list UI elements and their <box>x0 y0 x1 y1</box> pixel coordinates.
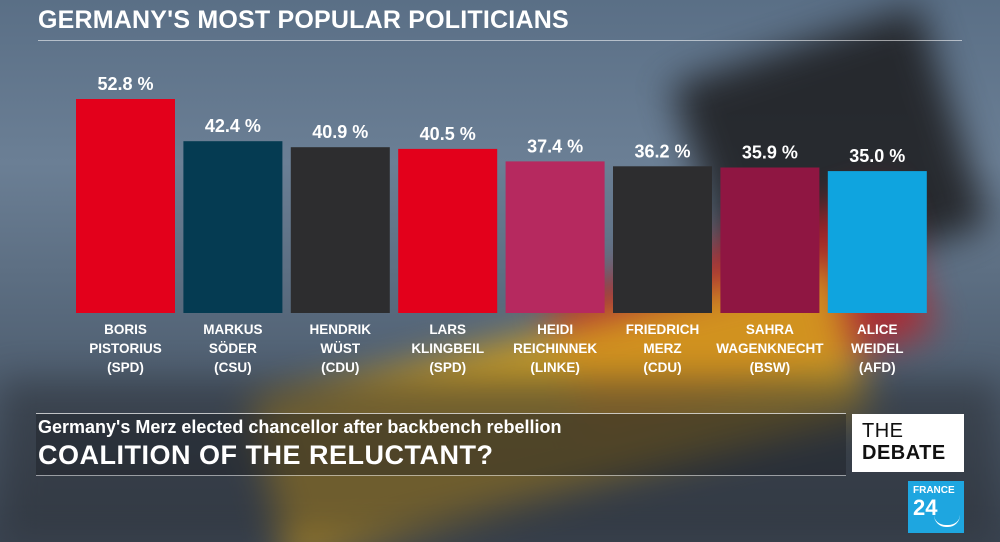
bar-2 <box>183 141 283 313</box>
bar-7 <box>720 167 820 313</box>
category-label-2-line-3: (CSU) <box>214 360 252 375</box>
category-label-6-line-2: MERZ <box>643 341 681 356</box>
category-label-6-line-1: FRIEDRICH <box>626 322 700 337</box>
category-label-6: FRIEDRICH MERZ (CDU) <box>626 322 700 375</box>
category-label-5: HEIDI REICHINNEK (LINKE) <box>513 322 597 375</box>
bar-6 <box>613 166 712 313</box>
category-label-1: BORIS PISTORIUS (SPD) <box>89 322 162 375</box>
value-label-7: 35.9 % <box>742 143 798 163</box>
category-label-1-line-3: (SPD) <box>107 360 144 375</box>
lower-third-bottom-rule <box>36 475 846 476</box>
category-label-2: MARKUS SÖDER (CSU) <box>203 322 262 375</box>
bar-chart: 52.8 % BORIS PISTORIUS (SPD) 42.4 % MARKUS SÖD… <box>76 74 927 375</box>
lower-third-band <box>36 413 846 475</box>
category-label-4: LARS KLINGBEIL (SPD) <box>411 322 484 375</box>
value-label-3: 40.9 % <box>312 122 368 142</box>
bar-1 <box>76 99 175 313</box>
category-label-8-line-1: ALICE <box>857 322 898 337</box>
category-label-5-line-2: REICHINNEK <box>513 341 597 356</box>
lower-third-top-rule <box>36 413 846 414</box>
debate-logo-line1: THE <box>862 420 904 442</box>
category-label-4-line-3: (SPD) <box>429 360 466 375</box>
the-debate-logo: THE DEBATE <box>852 414 964 472</box>
category-label-8: ALICE WEIDEL (AFD) <box>851 322 904 375</box>
bar-5 <box>505 161 605 313</box>
category-label-1-line-2: PISTORIUS <box>89 341 162 356</box>
category-label-7: SAHRA WAGENKNECHT (BSW) <box>716 322 824 375</box>
category-label-2-line-2: SÖDER <box>209 341 257 356</box>
category-label-5-line-3: (LINKE) <box>530 360 580 375</box>
category-label-2-line-1: MARKUS <box>203 322 262 337</box>
category-label-3: HENDRIK WÜST (CDU) <box>310 322 372 375</box>
bar-4 <box>398 148 498 313</box>
category-label-1-line-1: BORIS <box>104 322 147 337</box>
bar-8 <box>827 171 927 313</box>
category-label-5-line-1: HEIDI <box>537 322 573 337</box>
value-label-4: 40.5 % <box>420 124 476 144</box>
lower-third-headline: COALITION OF THE RELUCTANT? <box>38 440 494 470</box>
category-label-7-line-3: (BSW) <box>750 360 791 375</box>
category-label-8-line-2: WEIDEL <box>851 341 904 356</box>
category-label-7-line-1: SAHRA <box>746 322 794 337</box>
title-divider <box>38 40 962 41</box>
value-label-1: 52.8 % <box>97 74 153 94</box>
value-label-2: 42.4 % <box>205 116 261 136</box>
france24-logo-line2: 24 <box>913 495 938 520</box>
category-label-4-line-1: LARS <box>429 322 466 337</box>
value-label-8: 35.0 % <box>849 146 905 166</box>
category-label-4-line-2: KLINGBEIL <box>411 341 484 356</box>
france24-wave-icon <box>934 515 960 527</box>
debate-logo-line2: DEBATE <box>862 442 946 464</box>
background-shade <box>0 380 1000 542</box>
lower-third-subhead: Germany's Merz elected chancellor after … <box>38 417 562 437</box>
category-label-6-line-3: (CDU) <box>643 360 681 375</box>
category-label-7-line-2: WAGENKNECHT <box>716 341 824 356</box>
france24-logo: FRANCE 24 <box>908 481 964 533</box>
category-label-8-line-3: (AFD) <box>859 360 896 375</box>
category-label-3-line-2: WÜST <box>320 341 360 356</box>
france24-logo-line1: FRANCE <box>913 485 955 496</box>
bar-3 <box>290 147 390 313</box>
category-label-3-line-3: (CDU) <box>321 360 359 375</box>
chart-title: GERMANY'S MOST POPULAR POLITICIANS <box>38 6 569 34</box>
value-label-6: 36.2 % <box>634 141 690 161</box>
category-label-3-line-1: HENDRIK <box>310 322 372 337</box>
value-label-5: 37.4 % <box>527 136 583 156</box>
